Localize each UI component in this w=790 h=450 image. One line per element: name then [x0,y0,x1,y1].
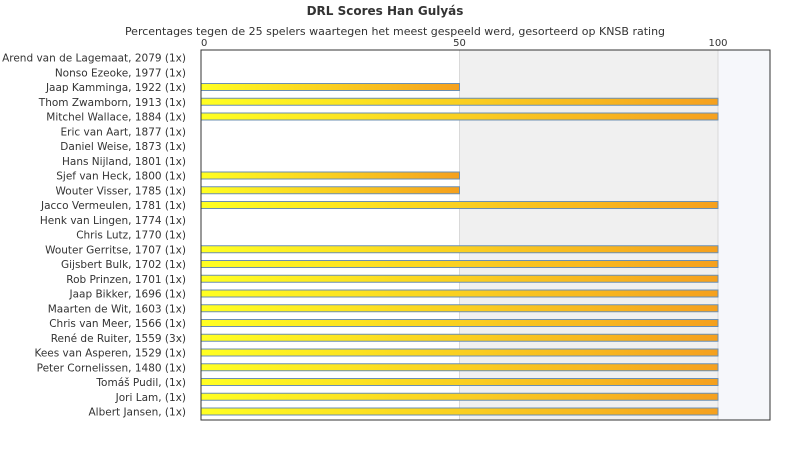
plot-band [459,50,718,420]
y-category-label: Wouter Visser, 1785 (1x) [56,185,187,197]
y-category-label: Henk van Lingen, 1774 (1x) [40,215,186,227]
x-tick-label: 50 [453,38,466,49]
bar [200,112,719,121]
y-category-label: Peter Cornelissen, 1480 (1x) [37,362,186,374]
y-category-label: Chris van Meer, 1566 (1x) [49,318,186,330]
x-tick-label: 100 [708,38,727,49]
y-category-label: Chris Lutz, 1770 (1x) [76,230,186,242]
chart-subtitle: Percentages tegen de 25 spelers waartege… [124,25,666,38]
y-category-label: Arend van de Lagemaat, 2079 (1x) [2,53,186,65]
x-tick-label: 0 [201,38,207,49]
bar [200,97,719,106]
bar [200,319,719,327]
plot-frame [200,49,771,421]
chart-title: DRL Scores Han Gulyás [306,4,464,18]
bar [200,245,719,254]
y-category-label: Albert Jansen, (1x) [88,407,186,419]
y-category-label: Hans Nijland, 1801 (1x) [62,156,186,168]
bar [200,289,719,298]
plot-band [718,50,770,420]
y-category-label: Mitchel Wallace, 1884 (1x) [46,112,186,124]
y-category-label: Sjef van Heck, 1800 (1x) [56,171,186,183]
y-category-label: Wouter Gerritse, 1707 (1x) [45,244,186,256]
y-category-label: Thom Zwamborn, 1913 (1x) [38,97,186,109]
y-category-label: René de Ruiter, 1559 (3x) [51,333,186,345]
y-category-label: Tomáš Pudil, (1x) [95,377,186,389]
bar [200,304,719,313]
bar [200,348,719,357]
y-category-label: Daniel Weise, 1873 (1x) [60,141,186,153]
bar [200,260,719,268]
bar [200,392,719,401]
bar [200,407,719,416]
y-category-label: Jaap Kamminga, 1922 (1x) [45,82,186,94]
bar [200,83,460,91]
y-category-label: Kees van Asperen, 1529 (1x) [34,348,186,360]
y-category-label: Maarten de Wit, 1603 (1x) [48,303,186,315]
bar [200,378,719,386]
y-category-label: Jaap Bikker, 1696 (1x) [69,289,186,301]
y-category-label: Jacco Vermeulen, 1781 (1x) [40,200,186,212]
y-category-label: Gijsbert Bulk, 1702 (1x) [61,259,186,271]
y-category-label: Jori Lam, (1x) [115,392,186,404]
y-category-label: Nonso Ezeoke, 1977 (1x) [55,67,186,79]
bar [200,201,719,209]
bar [200,363,719,372]
y-category-label: Eric van Aart, 1877 (1x) [61,126,187,138]
bar [200,171,460,180]
bar [200,186,460,195]
bar [200,274,719,283]
y-category-label: Rob Prinzen, 1701 (1x) [66,274,186,286]
bar [200,333,719,342]
